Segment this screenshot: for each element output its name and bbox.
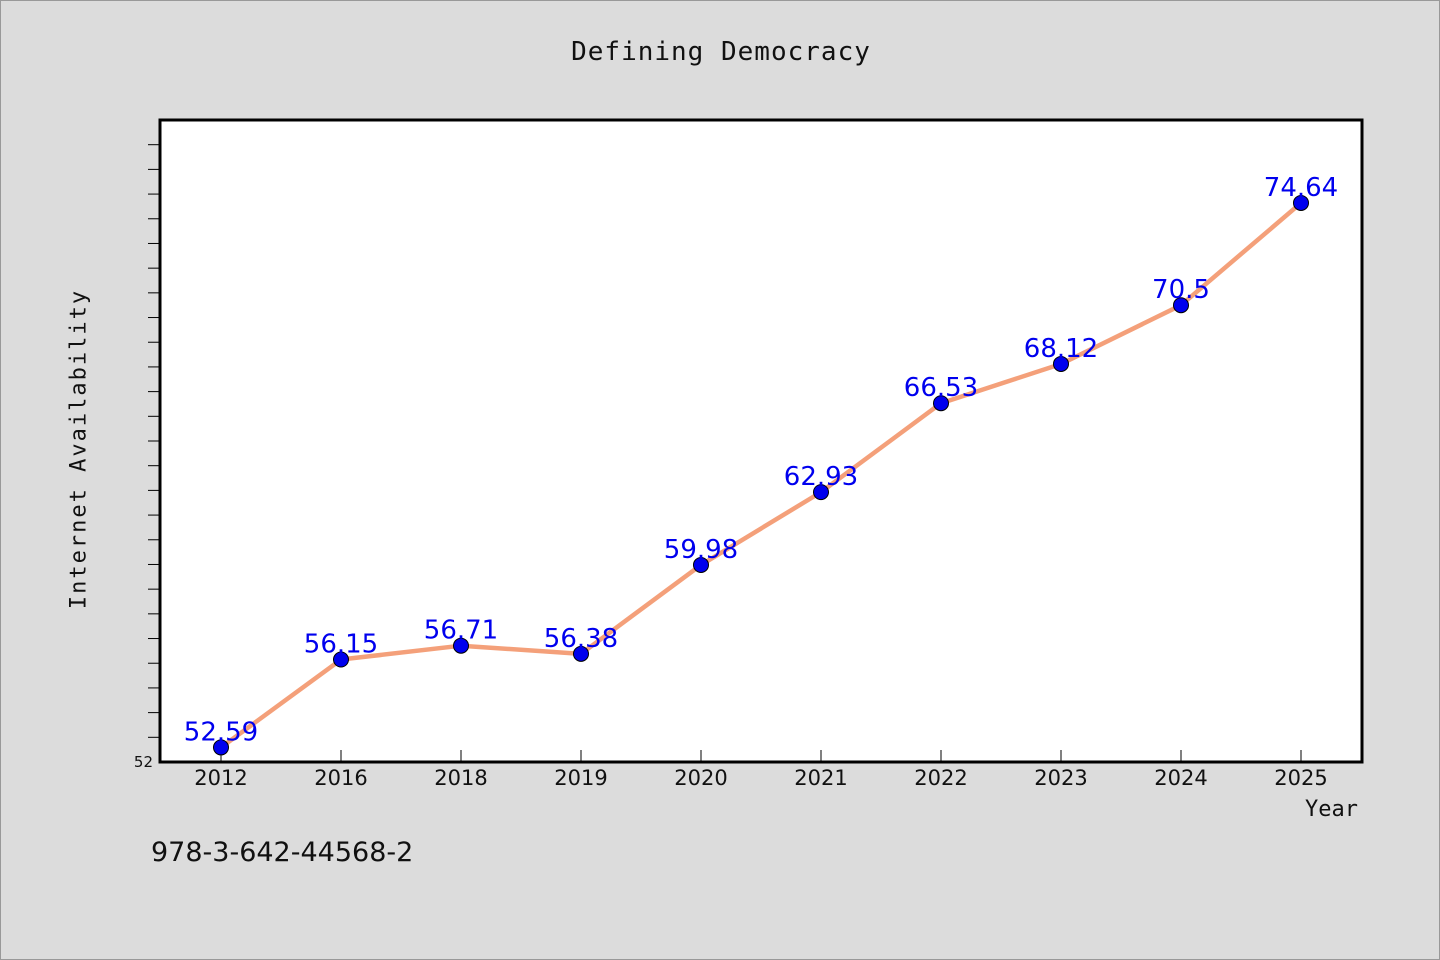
data-label: 70.5 bbox=[1152, 275, 1210, 305]
data-point bbox=[1173, 297, 1189, 314]
y-tick-label: 52 bbox=[134, 753, 153, 771]
data-label: 74.64 bbox=[1264, 173, 1338, 203]
data-point bbox=[813, 484, 829, 501]
x-tick-label: 2016 bbox=[314, 766, 367, 790]
x-tick-label: 2021 bbox=[794, 766, 847, 790]
data-point bbox=[1053, 355, 1069, 372]
series-layer bbox=[213, 194, 1309, 756]
x-tick-label: 2019 bbox=[554, 766, 607, 790]
data-label: 59.98 bbox=[664, 535, 738, 565]
data-point bbox=[573, 645, 589, 662]
chart-title: Defining Democracy bbox=[571, 37, 871, 67]
isbn-code: 978-3-642-44568-2 bbox=[151, 837, 414, 868]
data-label: 62.93 bbox=[784, 462, 858, 492]
data-label: 56.71 bbox=[424, 616, 498, 646]
x-axis-label: Year bbox=[1305, 797, 1358, 822]
data-label: 56.38 bbox=[544, 624, 618, 654]
data-point bbox=[213, 739, 229, 756]
data-point bbox=[693, 556, 709, 573]
plot-area bbox=[158, 118, 1364, 764]
data-label-layer: 52.59 56.15 56.71 56.38 59.98 62.93 66.53 68.12… bbox=[184, 173, 1338, 747]
x-axis-ticks: 2012 2016 2018 2019 2020 2021 2022 2023 2024 2025 bbox=[194, 750, 1328, 790]
x-tick-label: 2022 bbox=[914, 766, 967, 790]
x-tick-label: 2020 bbox=[674, 766, 727, 790]
data-point bbox=[1293, 194, 1309, 211]
data-point bbox=[453, 637, 469, 654]
data-point bbox=[333, 651, 349, 668]
series-line bbox=[218, 200, 1304, 750]
x-tick-label: 2018 bbox=[434, 766, 487, 790]
data-label: 68.12 bbox=[1024, 334, 1098, 364]
y-axis-ticks: 52 bbox=[134, 144, 160, 771]
x-tick-label: 2012 bbox=[194, 766, 247, 790]
data-label: 56.15 bbox=[304, 630, 378, 660]
data-point bbox=[933, 395, 949, 412]
x-tick-label: 2023 bbox=[1034, 766, 1087, 790]
data-label: 66.53 bbox=[904, 373, 978, 403]
data-label: 52.59 bbox=[184, 717, 258, 747]
x-tick-label: 2025 bbox=[1274, 766, 1327, 790]
x-tick-label: 2024 bbox=[1154, 766, 1207, 790]
